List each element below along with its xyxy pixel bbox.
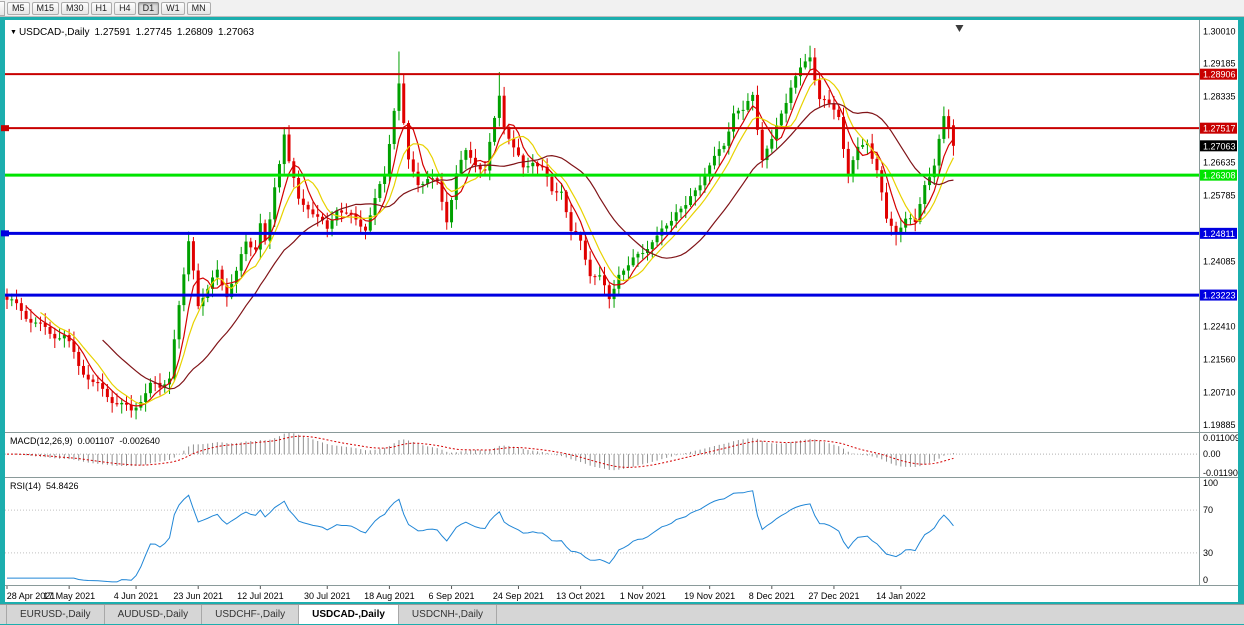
rsi-value: 54.8426 bbox=[46, 481, 79, 491]
svg-text:8 Dec 2021: 8 Dec 2021 bbox=[749, 591, 795, 601]
svg-text:27 Dec 2021: 27 Dec 2021 bbox=[808, 591, 859, 601]
level-price-badge bbox=[1200, 227, 1237, 239]
tab-usdcnh-daily[interactable]: USDCNH-,Daily bbox=[398, 605, 498, 624]
svg-text:1.22410: 1.22410 bbox=[1203, 322, 1236, 332]
timeframe-button-mn[interactable]: MN bbox=[186, 1, 211, 15]
timeframe-button-d1[interactable]: D1 bbox=[137, 1, 160, 15]
rsi-indicator-name: RSI(14) bbox=[10, 481, 42, 491]
svg-text:19 Nov 2021: 19 Nov 2021 bbox=[684, 591, 735, 601]
horizontal-levels bbox=[1, 73, 1199, 297]
timeframe-button-h4[interactable]: H4 bbox=[114, 1, 136, 15]
svg-text:-0.011908: -0.011908 bbox=[1203, 468, 1238, 478]
svg-text:1.20710: 1.20710 bbox=[1203, 388, 1236, 398]
svg-text:23 Jun 2021: 23 Jun 2021 bbox=[173, 591, 223, 601]
level-price-badge bbox=[1200, 122, 1237, 134]
timeframe-button-m30[interactable]: M30 bbox=[61, 1, 89, 15]
svg-text:1.24085: 1.24085 bbox=[1203, 257, 1236, 267]
chart-symbol-label: USDCAD-,Daily bbox=[18, 27, 90, 38]
tab-usdcad-daily[interactable]: USDCAD-,Daily bbox=[299, 605, 399, 624]
svg-text:6 Sep 2021: 6 Sep 2021 bbox=[429, 591, 475, 601]
svg-text:1.28335: 1.28335 bbox=[1203, 91, 1236, 101]
ohlc-open-value: 1.27591 bbox=[94, 27, 131, 38]
ohlc-high-value: 1.27745 bbox=[135, 27, 172, 38]
tab-eurusd-daily[interactable]: EURUSD-,Daily bbox=[6, 605, 105, 624]
svg-text:28 Apr 2021: 28 Apr 2021 bbox=[7, 591, 56, 601]
svg-text:0: 0 bbox=[1203, 575, 1208, 585]
tab-audusd-daily[interactable]: AUDUSD-,Daily bbox=[104, 605, 203, 624]
rsi-panel-label: RSI(14) 54.8426 bbox=[10, 481, 84, 491]
timeframe-button-m5[interactable]: M5 bbox=[7, 1, 30, 15]
svg-text:0.011009: 0.011009 bbox=[1203, 433, 1238, 443]
svg-text:1.27517: 1.27517 bbox=[1203, 124, 1236, 134]
svg-text:1.29185: 1.29185 bbox=[1203, 58, 1236, 68]
macd-signal-line bbox=[6, 435, 954, 468]
svg-text:1.27063: 1.27063 bbox=[1203, 141, 1236, 151]
svg-text:1.25785: 1.25785 bbox=[1203, 190, 1236, 200]
svg-text:1.28906: 1.28906 bbox=[1203, 70, 1236, 80]
svg-text:24 Sep 2021: 24 Sep 2021 bbox=[493, 591, 544, 601]
svg-text:70: 70 bbox=[1203, 505, 1213, 515]
macd-histogram bbox=[11, 433, 954, 471]
chart-shift-marker-icon[interactable] bbox=[955, 25, 964, 32]
macd-panel-label: MACD(12,26,9) 0.001107 -0.002640 bbox=[10, 436, 165, 446]
ohlc-low-value: 1.26809 bbox=[176, 27, 213, 38]
macd-signal-value: -0.002640 bbox=[119, 436, 160, 446]
chart-background bbox=[5, 20, 1238, 602]
svg-text:12 Jul 2021: 12 Jul 2021 bbox=[237, 591, 284, 601]
ohlc-close-value: 1.27063 bbox=[217, 27, 255, 38]
svg-text:1.21560: 1.21560 bbox=[1203, 355, 1236, 365]
macd-main-value: 0.001107 bbox=[77, 436, 115, 446]
svg-text:4 Jun 2021: 4 Jun 2021 bbox=[114, 591, 159, 601]
ma-line-8 bbox=[40, 78, 954, 405]
clipped-toolbar-button[interactable] bbox=[0, 0, 5, 16]
chart-tabs-bar: EURUSD-,Daily AUDUSD-,Daily USDCHF-,Daily U… bbox=[0, 604, 1244, 624]
timeframe-button-h1[interactable]: H1 bbox=[90, 1, 113, 15]
timeframe-toolbar: M5 M15 M30 H1 H4 D1 W1 MN bbox=[0, 0, 1244, 17]
svg-text:1.19885: 1.19885 bbox=[1203, 420, 1236, 430]
svg-text:1.23223: 1.23223 bbox=[1203, 291, 1236, 301]
level-handle-1.27517[interactable] bbox=[1, 125, 9, 132]
chart-title: ▼ USDCAD-,Daily 1.27591 1.27745 1.26809 1.270… bbox=[10, 27, 259, 38]
svg-text:18 Aug 2021: 18 Aug 2021 bbox=[364, 591, 415, 601]
macd-indicator-name: MACD(12,26,9) bbox=[10, 436, 73, 446]
svg-text:1.26635: 1.26635 bbox=[1203, 157, 1236, 167]
svg-text:1.30010: 1.30010 bbox=[1203, 26, 1236, 36]
tab-usdchf-daily[interactable]: USDCHF-,Daily bbox=[202, 605, 300, 624]
svg-text:100: 100 bbox=[1203, 478, 1218, 488]
price-chart-canvas[interactable]: 1.30010 1.29185 1.28335 1.26635 1.25785 1.240… bbox=[0, 17, 1238, 605]
timeframe-button-w1[interactable]: W1 bbox=[161, 1, 185, 15]
level-price-badge bbox=[1200, 289, 1237, 301]
rsi-line bbox=[7, 490, 954, 583]
svg-text:1.26308: 1.26308 bbox=[1203, 171, 1236, 181]
price-axis: 1.30010 1.29185 1.28335 1.26635 1.25785 1.240… bbox=[1200, 26, 1237, 430]
collapse-arrow-icon[interactable]: ▼ bbox=[10, 29, 17, 36]
svg-text:1 Nov 2021: 1 Nov 2021 bbox=[620, 591, 666, 601]
ma-line-21 bbox=[102, 103, 954, 390]
svg-text:13 Oct 2021: 13 Oct 2021 bbox=[556, 591, 605, 601]
svg-text:17 May 2021: 17 May 2021 bbox=[43, 591, 95, 601]
timeframe-button-m15[interactable]: M15 bbox=[31, 1, 60, 15]
level-handle-1.24811[interactable] bbox=[1, 230, 9, 237]
svg-text:0.00: 0.00 bbox=[1203, 449, 1221, 459]
svg-text:1.24811: 1.24811 bbox=[1203, 229, 1235, 239]
current-price-badge bbox=[1200, 140, 1237, 152]
level-price-badge bbox=[1200, 169, 1237, 181]
level-price-badge bbox=[1200, 68, 1237, 80]
svg-text:30: 30 bbox=[1203, 548, 1213, 558]
svg-text:30 Jul 2021: 30 Jul 2021 bbox=[304, 591, 351, 601]
svg-text:14 Jan 2022: 14 Jan 2022 bbox=[876, 591, 926, 601]
